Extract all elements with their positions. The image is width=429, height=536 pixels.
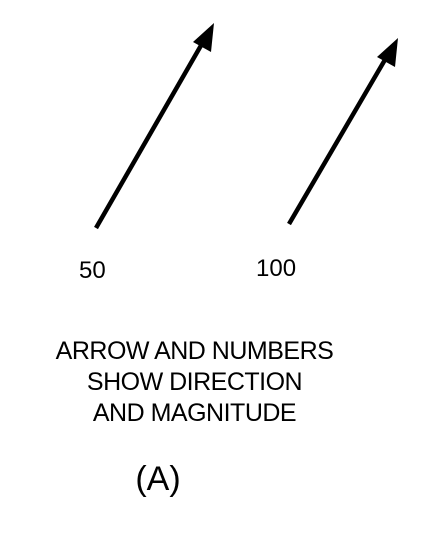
arrow-right bbox=[287, 38, 398, 226]
magnitude-label-right: 100 bbox=[256, 255, 297, 282]
arrow-right-shaft bbox=[287, 56, 388, 226]
arrow-left-head bbox=[193, 23, 214, 52]
magnitude-label-left: 50 bbox=[79, 257, 106, 284]
arrow-left bbox=[94, 23, 214, 230]
arrow-left-shaft bbox=[94, 40, 205, 230]
caption-line-2: SHOW DIRECTION bbox=[86, 368, 303, 396]
arrow-right-head bbox=[377, 38, 398, 67]
caption-line-1: ARROW AND NUMBERS bbox=[55, 337, 334, 365]
caption-line-3: AND MAGNITUDE bbox=[92, 399, 297, 427]
figure-label: (A) bbox=[135, 460, 181, 498]
